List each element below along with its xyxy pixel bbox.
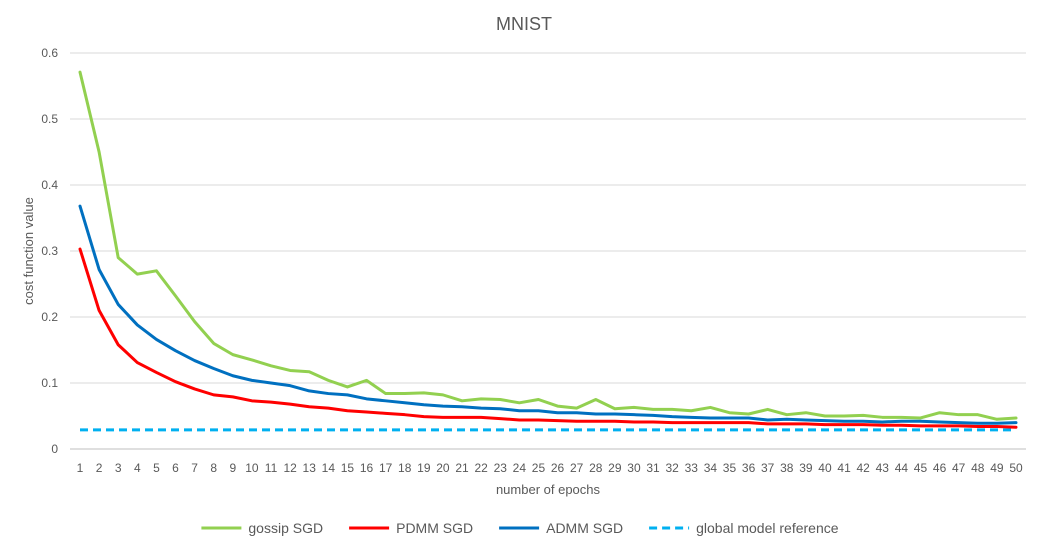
x-tick-label: 9 xyxy=(229,461,236,475)
x-tick-label: 8 xyxy=(210,461,217,475)
series-lines xyxy=(78,70,1018,432)
x-tick-label: 13 xyxy=(303,461,317,475)
x-tick-label: 16 xyxy=(360,461,374,475)
x-tick-label: 7 xyxy=(191,461,198,475)
legend-item: global model reference xyxy=(649,520,839,536)
x-tick-label: 12 xyxy=(283,461,297,475)
x-tick-label: 25 xyxy=(532,461,546,475)
x-tick-label: 34 xyxy=(704,461,718,475)
x-axis-label: number of epochs xyxy=(496,482,601,497)
x-tick-label: 45 xyxy=(914,461,928,475)
legend-item: PDMM SGD xyxy=(349,520,473,536)
axes: 00.10.20.30.40.50.61 2 3 4 5 6 7 8 9 10 11 12 13 14 15… xyxy=(41,46,1026,475)
x-tick-label: 41 xyxy=(837,461,851,475)
y-axis-label: cost function value xyxy=(21,197,36,305)
y-tick-label: 0.5 xyxy=(41,112,58,126)
x-tick-label: 32 xyxy=(665,461,679,475)
legend-item: ADMM SGD xyxy=(499,520,623,536)
x-tick-label: 39 xyxy=(799,461,813,475)
y-tick-label: 0.6 xyxy=(41,46,58,60)
x-tick-label: 40 xyxy=(818,461,832,475)
x-tick-label: 43 xyxy=(876,461,890,475)
series-line-admm-sgd xyxy=(78,204,1018,425)
legend: gossip SGD PDMM SGD ADMM SGD global model r… xyxy=(201,520,839,536)
y-tick-label: 0.2 xyxy=(41,310,58,324)
x-tick-label: 1 xyxy=(77,461,84,475)
legend-item: gossip SGD xyxy=(201,520,323,536)
x-tick-label: 27 xyxy=(570,461,584,475)
x-tick-label: 14 xyxy=(322,461,336,475)
x-tick-label: 38 xyxy=(780,461,794,475)
x-tick-label: 50 xyxy=(1009,461,1023,475)
legend-label: gossip SGD xyxy=(248,520,323,536)
x-tick-label: 35 xyxy=(723,461,737,475)
y-tick-label: 0.4 xyxy=(41,178,58,192)
x-tick-label: 18 xyxy=(398,461,412,475)
x-tick-label: 2 xyxy=(96,461,103,475)
x-tick-label: 47 xyxy=(952,461,966,475)
x-tick-label: 26 xyxy=(551,461,565,475)
series-line-gossip-sgd xyxy=(78,70,1018,421)
chart-title: MNIST xyxy=(496,14,552,34)
x-tick-label: 15 xyxy=(341,461,355,475)
x-tick-label: 48 xyxy=(971,461,985,475)
x-tick-label: 23 xyxy=(494,461,508,475)
x-tick-label: 36 xyxy=(742,461,756,475)
x-tick-label: 28 xyxy=(589,461,603,475)
legend-label: PDMM SGD xyxy=(396,520,473,536)
y-tick-label: 0.1 xyxy=(41,376,58,390)
x-tick-label: 17 xyxy=(379,461,393,475)
x-tick-label: 29 xyxy=(608,461,622,475)
x-tick-label: 21 xyxy=(455,461,469,475)
gridlines xyxy=(70,52,1026,384)
y-tick-label: 0 xyxy=(51,442,58,456)
x-tick-label: 33 xyxy=(685,461,699,475)
x-tick-label: 3 xyxy=(115,461,122,475)
legend-label: global model reference xyxy=(696,520,839,536)
x-tick-label: 20 xyxy=(436,461,450,475)
y-tick-label: 0.3 xyxy=(41,244,58,258)
x-tick-label: 44 xyxy=(895,461,909,475)
x-tick-label: 24 xyxy=(513,461,527,475)
x-tick-label: 42 xyxy=(857,461,871,475)
x-tick-label: 37 xyxy=(761,461,775,475)
x-tick-label: 19 xyxy=(417,461,431,475)
x-tick-label: 10 xyxy=(245,461,259,475)
x-tick-label: 22 xyxy=(474,461,488,475)
x-tick-label: 30 xyxy=(627,461,641,475)
x-tick-label: 11 xyxy=(265,461,278,475)
x-tick-label: 5 xyxy=(153,461,160,475)
x-tick-label: 31 xyxy=(646,461,660,475)
x-tick-label: 49 xyxy=(990,461,1004,475)
x-tick-label: 4 xyxy=(134,461,141,475)
x-tick-label: 6 xyxy=(172,461,179,475)
x-tick-label: 46 xyxy=(933,461,947,475)
series-line-pdmm-sgd xyxy=(78,247,1018,429)
legend-label: ADMM SGD xyxy=(546,520,623,536)
